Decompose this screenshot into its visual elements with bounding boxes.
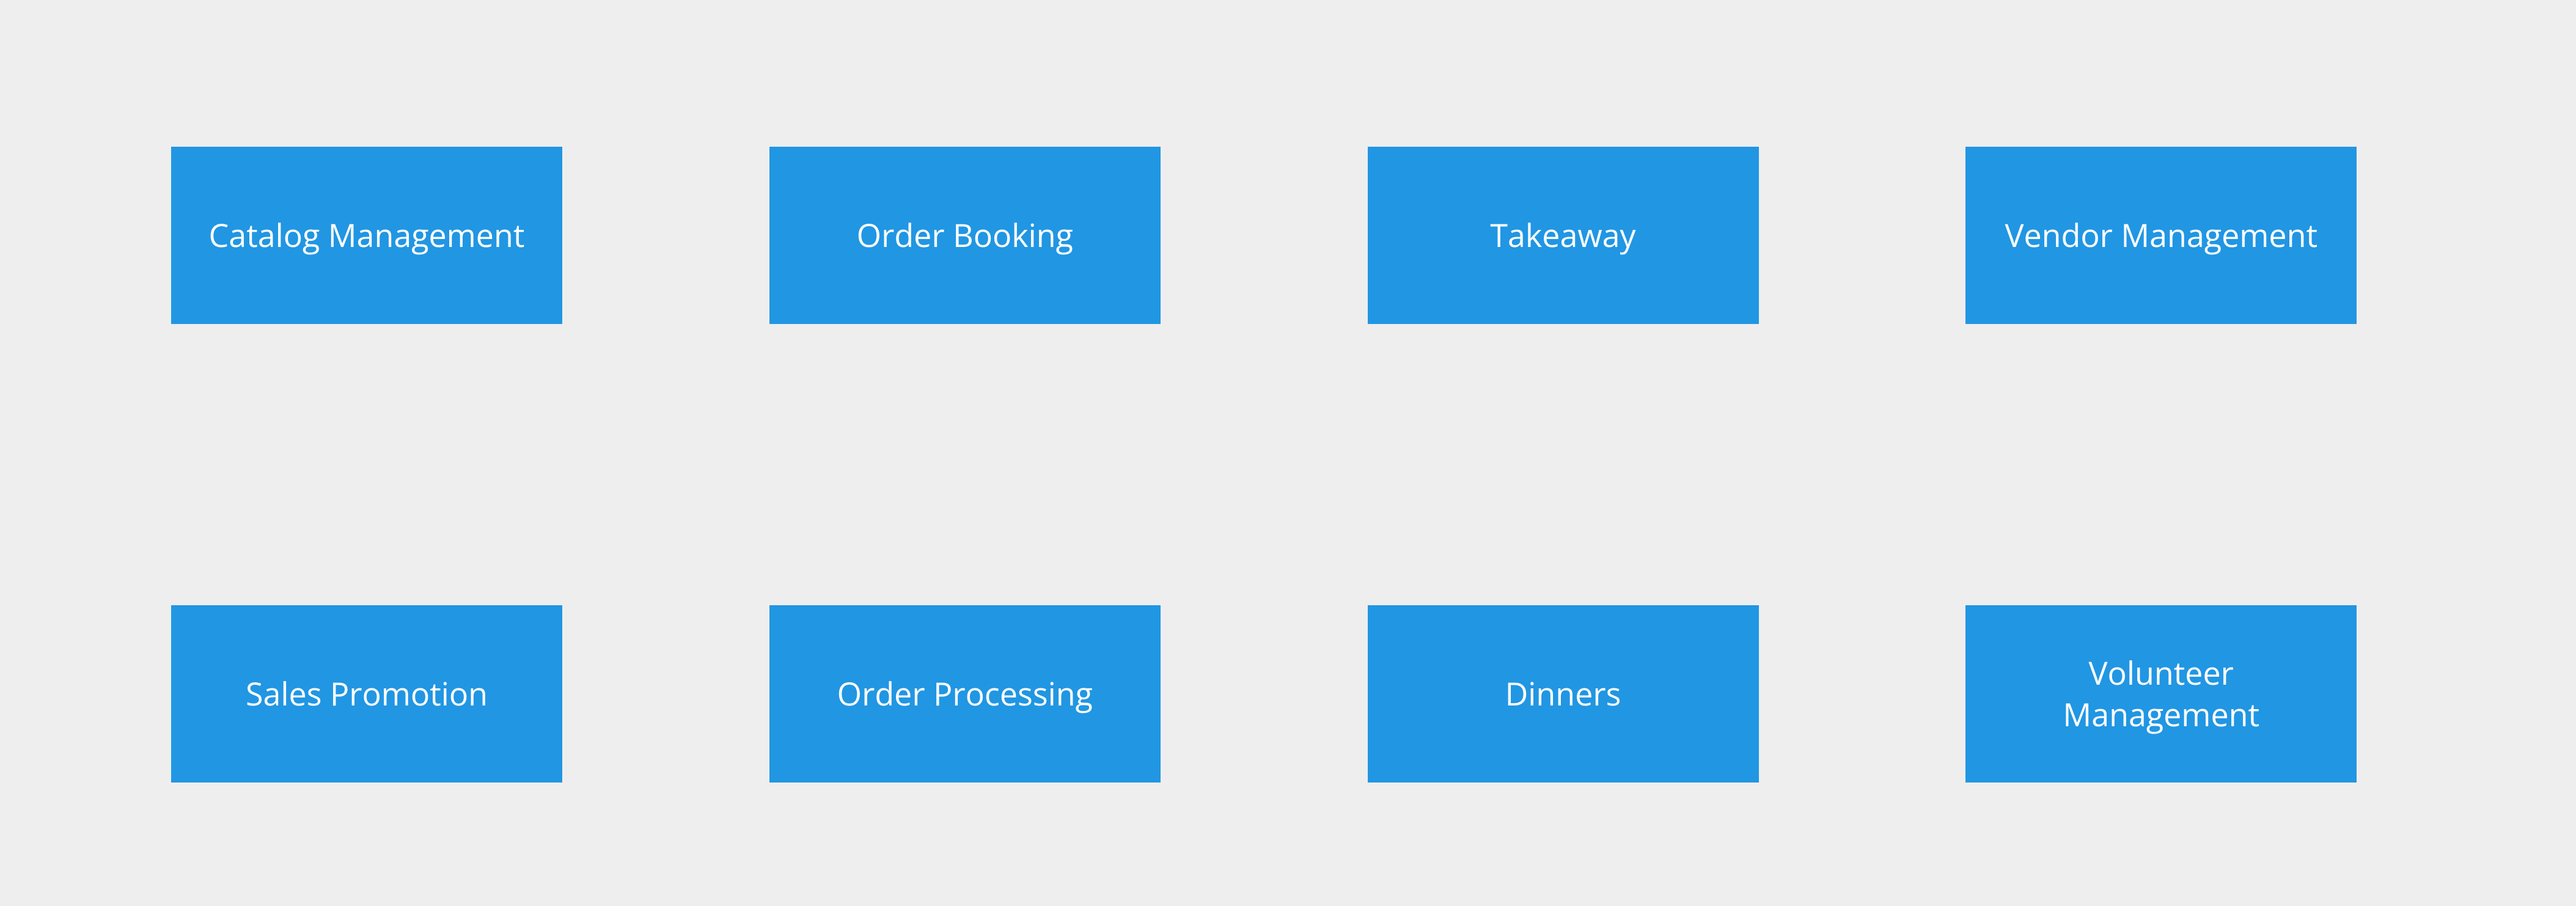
tile-grid: Catalog Management Order Booking Takeawa… [171,147,2405,759]
tile-dinners[interactable]: Dinners [1368,605,1759,783]
tile-label: Order Booking [857,215,1073,256]
tile-label: Order Processing [837,673,1093,715]
tile-sales-promotion[interactable]: Sales Promotion [171,605,562,783]
tile-label: Volunteer Management [1990,652,2332,735]
tile-takeaway[interactable]: Takeaway [1368,147,1759,324]
tile-label: Dinners [1505,673,1621,715]
tile-vendor-management[interactable]: Vendor Management [1965,147,2357,324]
tile-volunteer-management[interactable]: Volunteer Management [1965,605,2357,783]
tile-label: Catalog Management [209,215,525,256]
tile-label: Sales Promotion [246,673,488,715]
tile-label: Vendor Management [2005,215,2317,256]
tile-order-booking[interactable]: Order Booking [769,147,1161,324]
tile-label: Takeaway [1490,215,1635,256]
tile-order-processing[interactable]: Order Processing [769,605,1161,783]
tile-catalog-management[interactable]: Catalog Management [171,147,562,324]
